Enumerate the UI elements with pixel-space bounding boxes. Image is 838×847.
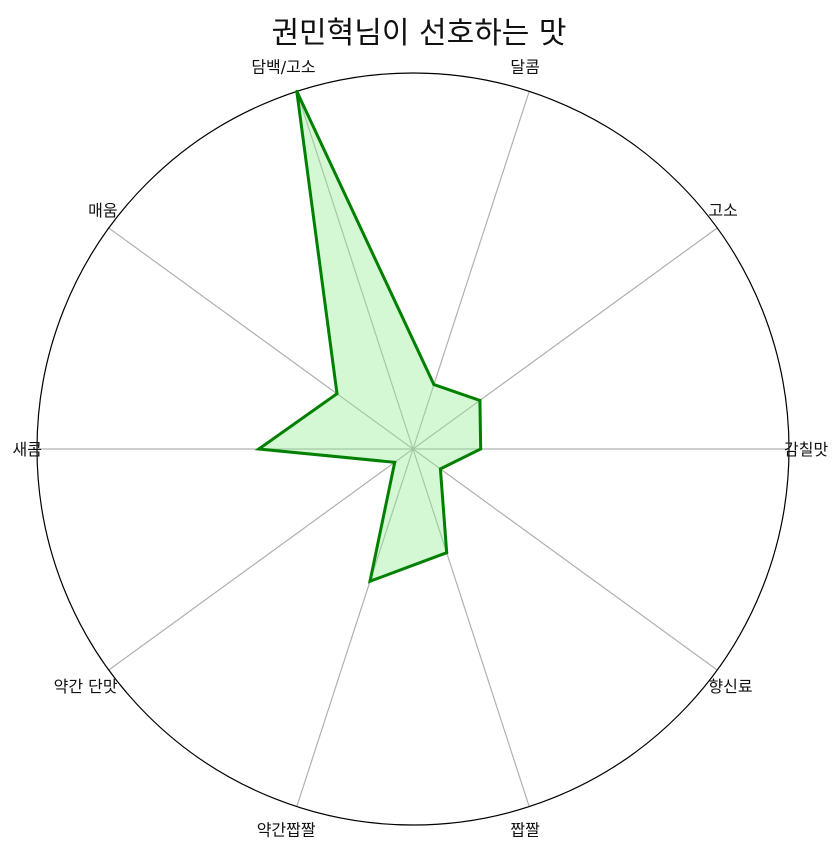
category-label: 고소 [708, 201, 737, 220]
grid-spoke [296, 448, 414, 807]
grid-spoke [108, 448, 414, 671]
data-point [445, 551, 449, 555]
category-label: 매움 [88, 201, 117, 220]
grid-spoke [412, 91, 530, 450]
category-label: 달콤 [510, 57, 539, 76]
data-point [295, 89, 299, 93]
data-point [479, 447, 483, 451]
grid-spoke [296, 91, 414, 450]
polar-frame [36, 72, 790, 826]
data-point [478, 398, 482, 402]
data-point [438, 467, 442, 471]
grid-spoke [412, 448, 718, 671]
series-area [258, 91, 481, 582]
grid-spoke [412, 448, 530, 807]
category-label: 새콤 [13, 440, 42, 459]
data-point [432, 383, 436, 387]
data-point [335, 392, 339, 396]
category-label: 짭짤 [510, 821, 540, 840]
category-label: 약간 단맛 [54, 677, 118, 696]
data-point [257, 447, 261, 451]
category-label: 담백/고소 [251, 57, 315, 76]
chart-title: 권민혁님이 선호하는 맛 [271, 16, 567, 51]
category-label: 약간짭짤 [257, 821, 316, 840]
data-point [393, 460, 397, 464]
category-label: 감칠맛 [784, 440, 828, 459]
category-label: 향신료 [708, 677, 752, 696]
data-point [368, 579, 372, 583]
grid-spoke [412, 227, 718, 450]
grid-spoke [108, 227, 414, 450]
